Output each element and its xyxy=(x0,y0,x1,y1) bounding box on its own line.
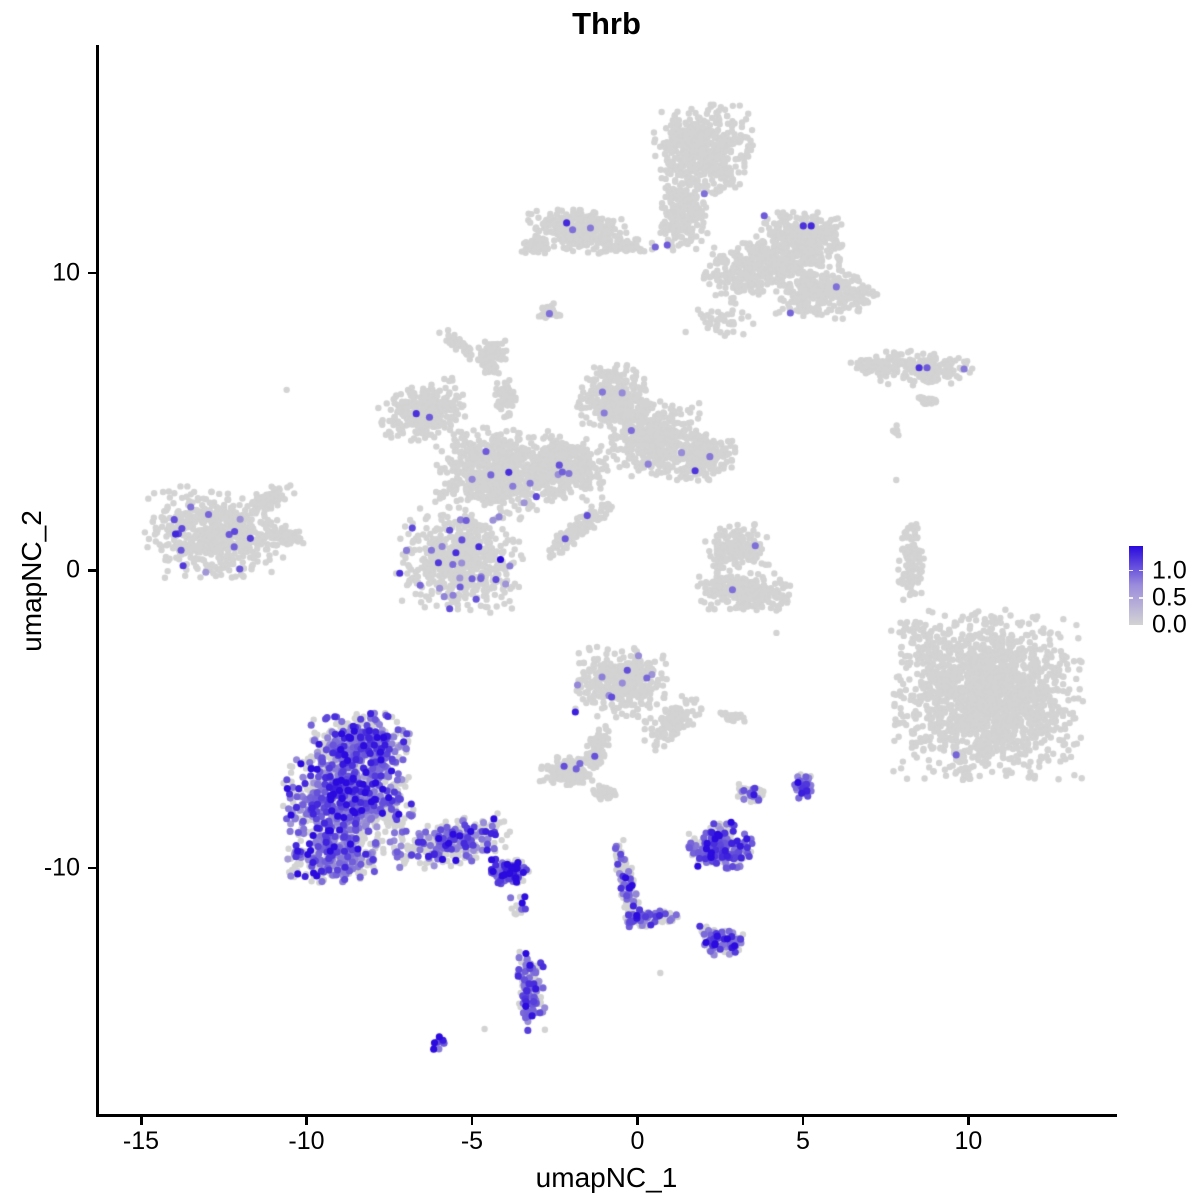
legend-tick-label: 0.5 xyxy=(1152,583,1187,612)
legend-tick-label: 0.0 xyxy=(1152,610,1187,639)
y-tick-mark xyxy=(88,271,96,275)
x-tick-label: 10 xyxy=(954,1127,983,1155)
x-tick-mark xyxy=(636,1117,639,1125)
x-tick-mark xyxy=(140,1117,143,1125)
legend-notch xyxy=(1139,597,1143,599)
scatter-canvas xyxy=(99,45,1117,1114)
x-tick-mark xyxy=(470,1117,474,1125)
y-tick-label: 10 xyxy=(52,258,80,287)
y-tick-mark xyxy=(88,569,96,572)
x-tick-label: -10 xyxy=(288,1127,325,1155)
plot-panel xyxy=(96,45,1117,1117)
legend-notch xyxy=(1129,569,1133,572)
x-tick-label: 5 xyxy=(795,1127,810,1155)
legend-gradient-bar xyxy=(1129,546,1143,625)
plot-title: Thrb xyxy=(572,6,641,41)
legend-tick-label: 1.0 xyxy=(1152,556,1187,585)
x-tick-label: -15 xyxy=(122,1127,160,1155)
y-tick-mark xyxy=(88,866,96,870)
x-tick-mark xyxy=(305,1117,308,1125)
x-tick-mark xyxy=(801,1117,805,1125)
x-axis-title: umapNC_1 xyxy=(535,1162,678,1193)
y-axis-title: umapNC_2 xyxy=(16,510,47,652)
x-tick-label: 0 xyxy=(630,1127,645,1155)
y-tick-label: 0 xyxy=(66,555,80,584)
x-tick-mark xyxy=(967,1117,970,1125)
y-tick-label: -10 xyxy=(43,853,80,882)
legend-notch xyxy=(1139,569,1143,572)
x-tick-label: -5 xyxy=(460,1127,484,1155)
legend-notch xyxy=(1129,597,1133,599)
